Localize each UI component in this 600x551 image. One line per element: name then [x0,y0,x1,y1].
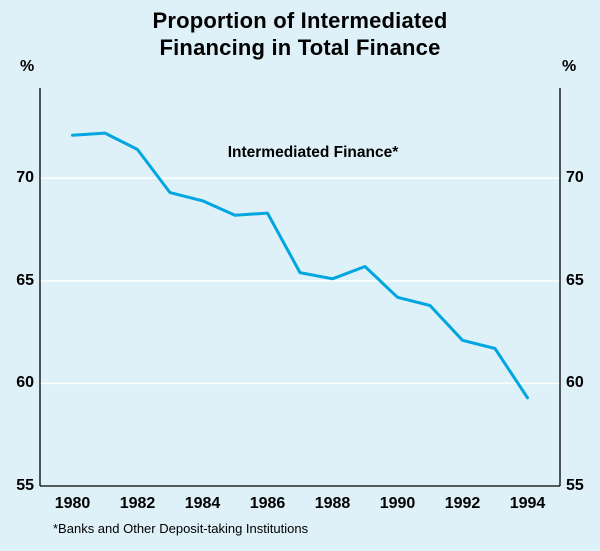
y-tick-label-65-left: 65 [16,271,34,289]
x-tick-label-1990: 1990 [379,495,416,512]
y-tick-label-60-left: 60 [16,374,34,392]
y-tick-label-55-left: 55 [16,477,34,494]
chart-title: Proportion of Intermediated Financing in… [0,8,600,62]
series-label: Intermediated Finance* [227,144,399,161]
chart-title-line2: Financing in Total Finance [159,34,441,60]
x-tick-label-1988: 1988 [314,495,351,512]
y-tick-label-70-right: 70 [566,169,584,187]
x-tick-label-1984: 1984 [184,495,221,512]
x-tick-label-1992: 1992 [444,495,481,512]
x-tick-label-1980: 1980 [54,495,91,512]
y-tick-label-60-right: 60 [566,374,584,392]
x-tick-label-1986: 1986 [249,495,286,512]
y-tick-label-65-right: 65 [566,271,584,289]
y-axis-unit-right: % [562,58,577,75]
footnote: *Banks and Other Deposit-taking Institut… [53,521,309,536]
x-tick-label-1994: 1994 [509,495,546,512]
y-tick-label-70-left: 70 [16,169,34,187]
chart-title-line1: Proportion of Intermediated [152,8,448,33]
x-tick-label-1982: 1982 [119,495,156,512]
y-axis-unit-left: % [20,58,35,75]
y-tick-label-55-right: 55 [566,477,584,494]
